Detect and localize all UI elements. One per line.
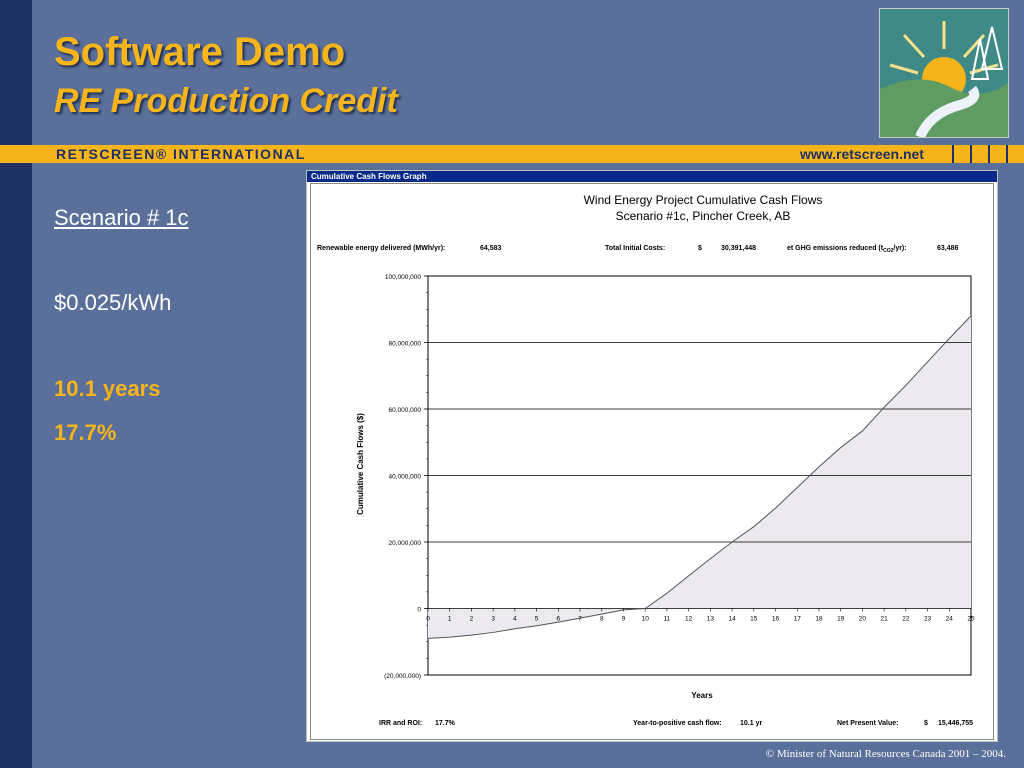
x-tick-label: 6 <box>557 616 561 623</box>
ghg-value: 63,486 <box>937 245 959 252</box>
x-tick-label: 4 <box>513 616 517 623</box>
banner-divider <box>970 145 990 163</box>
banner-divider <box>988 145 1008 163</box>
payback-years: 10.1 years <box>54 376 161 401</box>
energy-value: 64,583 <box>480 245 502 252</box>
irr-label: IRR and ROI: <box>379 720 422 727</box>
x-tick-label: 20 <box>859 616 867 623</box>
cost-currency: $ <box>698 245 702 252</box>
series-area <box>428 315 971 639</box>
x-tick-label: 23 <box>924 616 932 623</box>
y-tick-label: 60,000,000 <box>388 407 421 414</box>
x-tick-label: 25 <box>967 616 975 623</box>
energy-label: Renewable energy delivered (MWh/yr): <box>317 245 445 252</box>
payback-value: 10.1 yr <box>740 720 762 727</box>
sun-landscape-icon <box>880 9 1008 137</box>
npv-label: Net Present Value: <box>837 720 898 727</box>
slide-subtitle: RE Production Credit <box>54 82 398 120</box>
y-tick-label: 0 <box>417 607 421 614</box>
brand-banner: RETSCREEN® INTERNATIONAL www.retscreen.n… <box>0 145 1024 163</box>
retscreen-logo <box>879 8 1009 138</box>
y-tick-label: 40,000,000 <box>388 474 421 481</box>
cost-label: Total Initial Costs: <box>605 245 665 252</box>
slide-title: Software Demo <box>54 30 346 74</box>
npv-currency: $ <box>924 720 928 727</box>
website-url[interactable]: www.retscreen.net <box>800 146 924 162</box>
x-tick-label: 2 <box>470 616 474 623</box>
x-tick-label: 10 <box>642 616 650 623</box>
x-axis-label: Years <box>691 691 713 700</box>
chart-subtitle: Scenario #1c, Pincher Creek, AB <box>616 209 791 223</box>
x-tick-label: 9 <box>622 616 626 623</box>
x-tick-label: 19 <box>837 616 845 623</box>
scenario-label[interactable]: Scenario # 1c <box>54 205 189 230</box>
left-strip <box>0 0 32 768</box>
chart-title: Wind Energy Project Cumulative Cash Flow… <box>584 193 823 207</box>
irr-percent: 17.7% <box>54 420 117 445</box>
x-tick-label: 1 <box>448 616 452 623</box>
x-tick-label: 22 <box>902 616 910 623</box>
x-tick-label: 12 <box>685 616 693 623</box>
banner-divider <box>952 145 972 163</box>
x-tick-label: 16 <box>772 616 780 623</box>
x-tick-label: 18 <box>815 616 823 623</box>
irr-value: 17.7% <box>435 720 456 727</box>
x-tick-label: 13 <box>707 616 715 623</box>
x-tick-label: 21 <box>881 616 889 623</box>
banner-divider <box>1006 145 1024 163</box>
cash-flow-chart: Wind Energy Project Cumulative Cash Flow… <box>317 193 975 727</box>
y-tick-label: (20,000,000) <box>384 673 421 680</box>
x-tick-label: 14 <box>728 616 736 623</box>
series-line <box>427 315 972 639</box>
x-tick-label: 24 <box>946 616 954 623</box>
y-axis-label: Cumulative Cash Flows ($) <box>356 413 365 515</box>
chart-panel: Cumulative Cash Flows Graph Wind Energy … <box>306 170 998 742</box>
rate-label: $0.025/kWh <box>54 290 172 315</box>
y-tick-label: 100,000,000 <box>385 274 422 281</box>
x-tick-label: 5 <box>535 616 539 623</box>
panel-header: Cumulative Cash Flows Graph <box>307 171 997 182</box>
ghg-label: et GHG emissions reduced (tCO2/yr): <box>787 245 907 254</box>
copyright-notice: © Minister of Natural Resources Canada 2… <box>765 748 1006 760</box>
x-tick-label: 7 <box>578 616 582 623</box>
x-tick-label: 17 <box>794 616 802 623</box>
x-tick-label: 3 <box>491 616 495 623</box>
chart-frame: Wind Energy Project Cumulative Cash Flow… <box>310 183 994 740</box>
brand-name: RETSCREEN® INTERNATIONAL <box>56 146 306 162</box>
plot-area: (20,000,000) 0 20,000,000 40,000,000 60,000,… <box>384 274 975 680</box>
x-tick-label: 15 <box>750 616 758 623</box>
y-tick-label: 80,000,000 <box>388 341 421 348</box>
cost-value: 30,391,448 <box>721 245 756 252</box>
x-tick-label: 8 <box>600 616 604 623</box>
x-tick-label: 11 <box>664 616 671 623</box>
payback-label: Year-to-positive cash flow: <box>633 720 722 727</box>
y-tick-label: 20,000,000 <box>388 540 421 547</box>
x-tick-label: 0 <box>426 616 430 623</box>
npv-value: 15,446,755 <box>938 720 973 727</box>
